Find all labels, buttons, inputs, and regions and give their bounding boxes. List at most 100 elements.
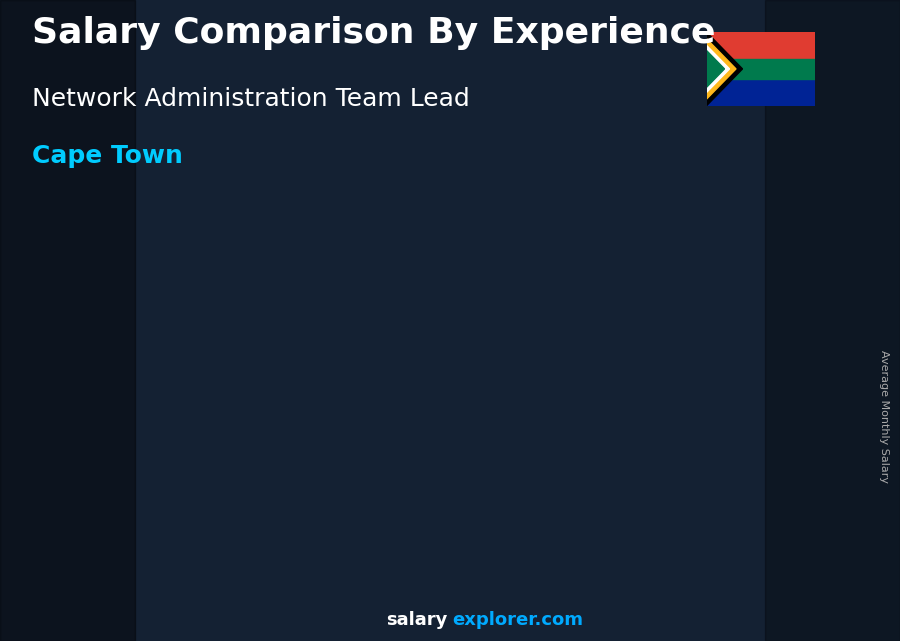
Bar <box>82 501 149 502</box>
Bar <box>339 437 406 440</box>
Bar <box>724 386 791 389</box>
Bar <box>339 565 406 567</box>
Bar <box>211 455 277 457</box>
Bar <box>724 328 791 331</box>
Bar <box>82 567 149 569</box>
Bar <box>467 456 534 459</box>
Bar <box>211 448 277 450</box>
Bar <box>467 447 534 450</box>
Bar <box>339 488 406 491</box>
Bar <box>596 555 662 558</box>
Bar <box>467 484 534 487</box>
Bar <box>211 559 277 561</box>
Bar <box>211 545 277 546</box>
Bar <box>596 506 662 509</box>
Bar <box>467 490 534 492</box>
Bar <box>82 545 149 546</box>
Bar <box>211 568 277 570</box>
Bar <box>596 485 662 488</box>
Bar <box>82 513 149 514</box>
Bar <box>724 554 791 558</box>
Bar <box>467 399 534 403</box>
Bar <box>467 428 534 431</box>
Bar <box>467 510 534 512</box>
Bar <box>467 425 534 428</box>
Bar <box>724 383 791 386</box>
Bar <box>339 417 406 419</box>
Bar <box>82 470 149 471</box>
Text: 41,800 ZAR: 41,800 ZAR <box>304 410 402 428</box>
Bar <box>526 352 534 577</box>
Bar <box>724 428 791 431</box>
Bar <box>596 370 662 374</box>
Bar <box>82 569 149 570</box>
Bar <box>724 570 791 574</box>
Bar <box>596 509 662 512</box>
Bar <box>339 426 406 428</box>
Bar <box>339 505 406 507</box>
Bar <box>82 481 149 482</box>
Bar <box>467 363 534 366</box>
Bar <box>724 438 791 441</box>
Bar <box>82 573 149 574</box>
Text: 50,600 ZAR: 50,600 ZAR <box>433 374 530 392</box>
Bar <box>82 534 149 535</box>
Bar <box>82 470 149 471</box>
Bar <box>706 58 814 79</box>
Bar <box>467 436 534 439</box>
Bar <box>211 489 277 491</box>
Text: explorer.com: explorer.com <box>453 612 584 629</box>
Bar <box>82 561 149 562</box>
Bar <box>467 464 534 467</box>
Bar <box>596 500 662 503</box>
Bar <box>211 453 277 455</box>
Bar <box>467 495 534 498</box>
Bar <box>339 495 406 498</box>
Bar <box>724 490 791 493</box>
Text: +9%: +9% <box>535 273 595 297</box>
Bar <box>82 522 149 524</box>
Bar <box>211 546 277 548</box>
Bar <box>783 318 791 577</box>
Bar <box>724 503 791 506</box>
Bar <box>467 431 534 433</box>
Bar <box>596 553 662 555</box>
Bar <box>339 400 406 403</box>
Bar <box>724 389 791 392</box>
Bar <box>467 439 534 442</box>
Bar <box>724 353 791 356</box>
Bar <box>467 450 534 453</box>
Bar <box>339 481 406 484</box>
Bar <box>724 356 791 360</box>
Bar <box>467 512 534 515</box>
Bar <box>211 541 277 543</box>
Bar <box>211 530 277 532</box>
Bar <box>82 550 149 551</box>
Bar <box>82 479 149 481</box>
Bar <box>211 482 277 484</box>
Bar <box>724 558 791 561</box>
Bar <box>339 574 406 577</box>
Bar <box>596 368 662 370</box>
Bar <box>339 540 406 542</box>
Bar <box>339 391 406 393</box>
Bar <box>82 520 149 522</box>
Bar <box>211 476 277 478</box>
Bar <box>467 394 534 397</box>
Bar <box>211 566 277 568</box>
Bar <box>339 433 406 435</box>
Bar <box>211 529 277 530</box>
Bar <box>724 431 791 435</box>
Bar <box>724 496 791 499</box>
Bar <box>82 537 149 538</box>
Bar <box>82 563 149 565</box>
Bar <box>724 522 791 525</box>
Bar <box>467 518 534 520</box>
Bar <box>467 391 534 394</box>
Bar <box>467 476 534 478</box>
Bar <box>82 528 149 529</box>
Bar <box>211 459 277 460</box>
Bar <box>724 370 791 373</box>
Bar <box>339 424 406 426</box>
Bar <box>211 433 277 435</box>
